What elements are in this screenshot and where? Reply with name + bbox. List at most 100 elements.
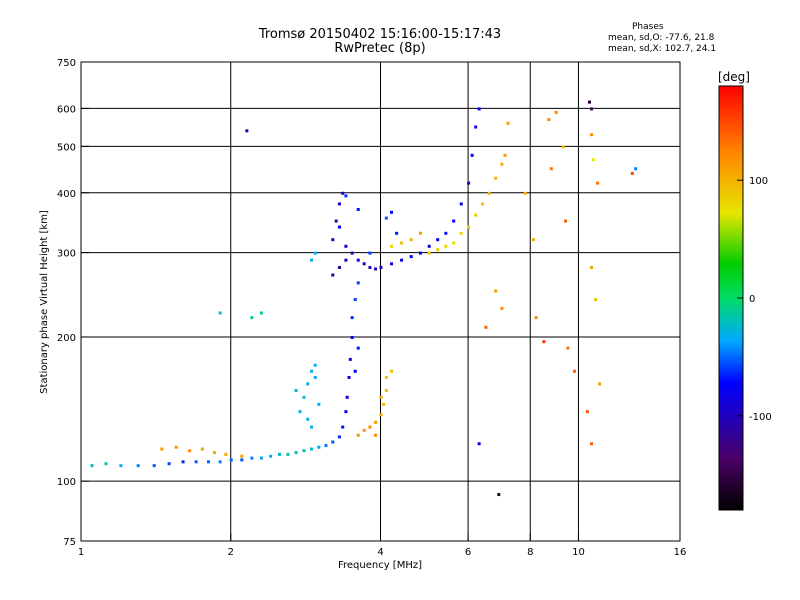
chart-subtitle: RwPretec (8p) <box>334 41 426 56</box>
data-point <box>477 442 481 446</box>
data-point <box>245 129 249 133</box>
data-point <box>395 231 399 235</box>
colorbar-tick-label: -100 <box>749 412 772 423</box>
data-point <box>317 445 321 449</box>
data-point <box>224 452 228 456</box>
data-point <box>104 462 108 466</box>
data-point <box>200 447 204 451</box>
data-point <box>356 258 360 262</box>
x-tick-label: 10 <box>572 547 585 558</box>
data-point <box>341 425 345 429</box>
y-tick-label: 100 <box>57 477 76 488</box>
data-point <box>590 107 594 111</box>
data-point <box>206 460 210 464</box>
data-point <box>481 202 485 206</box>
data-point <box>240 454 244 458</box>
data-point <box>347 375 351 379</box>
data-point <box>459 202 463 206</box>
data-point <box>136 464 140 468</box>
x-tick-label: 1 <box>78 547 84 558</box>
y-axis-ticks: 75 100 200 300 400 500 600 750 <box>57 58 89 548</box>
data-point <box>298 410 302 414</box>
data-point <box>269 454 273 458</box>
stats-x-line: mean, sd,X: 102.7, 24.1 <box>608 44 717 54</box>
x-tick-label: 6 <box>465 547 471 558</box>
data-point <box>344 194 348 198</box>
data-point <box>218 460 222 464</box>
y-tick-label: 600 <box>57 104 76 115</box>
stats-title: Phases <box>632 22 664 32</box>
x-tick-label: 8 <box>527 547 533 558</box>
data-point <box>497 493 501 497</box>
data-point <box>384 388 388 392</box>
data-point <box>344 244 348 248</box>
data-point <box>452 219 456 223</box>
data-point <box>334 219 338 223</box>
data-point <box>598 382 602 386</box>
data-point <box>474 213 478 217</box>
data-point <box>344 410 348 414</box>
data-point <box>212 451 216 455</box>
data-point <box>313 363 317 367</box>
data-point <box>302 449 306 453</box>
data-point <box>277 452 281 456</box>
y-tick-label: 400 <box>57 189 76 200</box>
y-tick-label: 750 <box>57 58 76 69</box>
data-point <box>564 219 568 223</box>
data-point <box>467 225 471 229</box>
colorbar-tick-label: 100 <box>749 176 768 187</box>
data-point <box>506 121 510 125</box>
data-point <box>348 357 352 361</box>
colorbar-label: [deg] <box>718 70 750 84</box>
data-point <box>379 265 383 269</box>
data-point <box>409 238 413 242</box>
data-point <box>218 311 222 315</box>
data-point <box>337 202 341 206</box>
data-point <box>306 417 310 421</box>
data-point <box>368 265 372 269</box>
data-point <box>436 248 440 252</box>
data-point <box>119 464 123 468</box>
data-point <box>590 442 594 446</box>
data-point <box>259 456 263 460</box>
data-point <box>374 433 378 437</box>
data-point <box>310 258 314 262</box>
data-point <box>350 335 354 339</box>
data-point <box>503 153 507 157</box>
data-point <box>374 420 378 424</box>
data-point <box>390 369 394 373</box>
data-point <box>477 107 481 111</box>
data-point <box>554 110 558 114</box>
data-point <box>356 433 360 437</box>
data-point <box>561 145 565 149</box>
data-point <box>286 452 290 456</box>
data-point <box>194 460 198 464</box>
data-point <box>331 273 335 277</box>
data-point <box>427 244 431 248</box>
data-point <box>188 449 192 453</box>
data-point <box>294 451 298 455</box>
x-tick-label: 16 <box>674 547 687 558</box>
y-tick-label: 300 <box>57 249 76 260</box>
data-point <box>174 445 178 449</box>
data-point <box>384 375 388 379</box>
data-point <box>452 241 456 245</box>
data-point <box>229 458 233 462</box>
scatter-points <box>90 100 638 497</box>
data-point <box>531 238 535 242</box>
data-point <box>350 316 354 320</box>
data-point <box>240 458 244 462</box>
data-point <box>444 231 448 235</box>
data-point <box>474 125 478 129</box>
data-point <box>500 162 504 166</box>
data-point <box>400 258 404 262</box>
data-point <box>302 395 306 399</box>
data-point <box>590 265 594 269</box>
data-point <box>310 447 314 451</box>
data-point <box>382 402 386 406</box>
data-point <box>549 167 553 171</box>
chart-title: Tromsø 20150402 15:16:00-15:17:43 <box>258 27 502 42</box>
data-point <box>484 325 488 329</box>
data-point <box>250 316 254 320</box>
